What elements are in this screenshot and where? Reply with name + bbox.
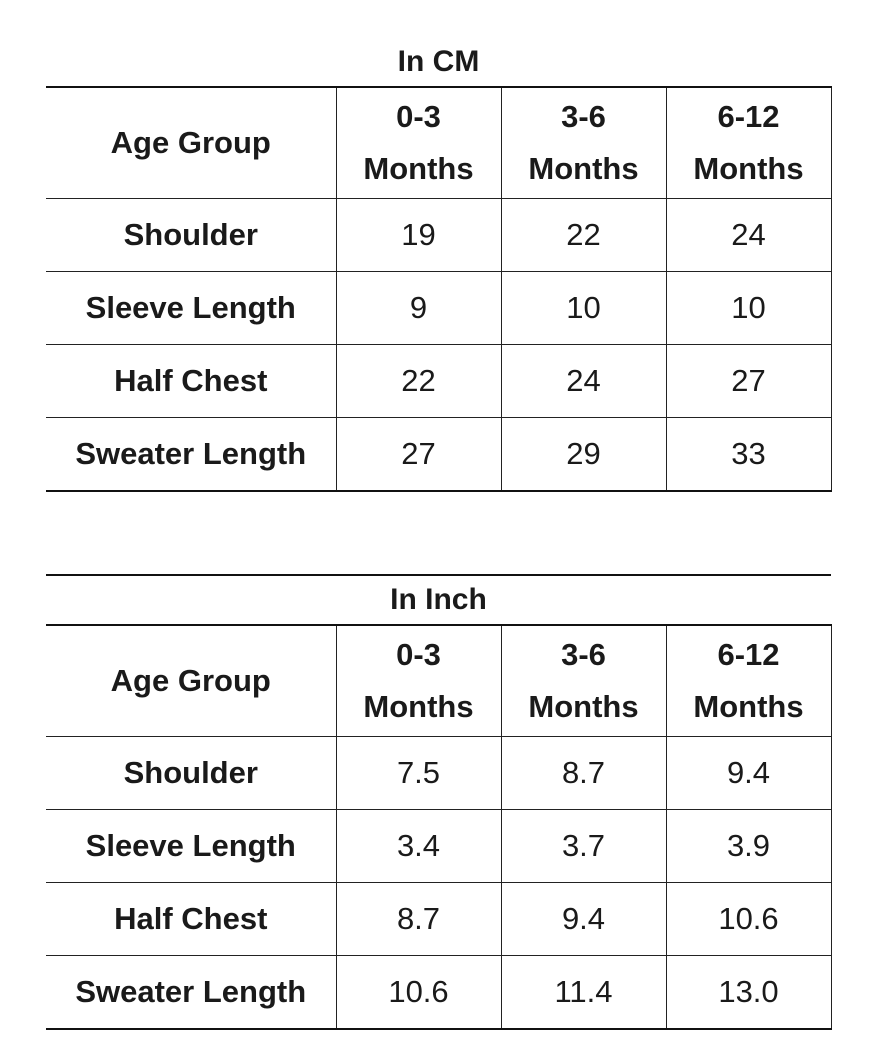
table-cell: 24: [500, 344, 666, 418]
column-header-unit: Months: [693, 151, 804, 186]
age-group-header: Age Group: [46, 624, 336, 737]
row-label: Sleeve Length: [46, 809, 336, 883]
column-header-unit: Months: [363, 689, 474, 724]
table-row-half-chest: Half Chest 22 24 27: [46, 344, 832, 418]
column-header-range: 3-6: [561, 637, 606, 672]
table-cell: 10: [665, 271, 832, 345]
table-row-sweater-length: Sweater Length 10.6 11.4 13.0: [46, 955, 832, 1030]
table-cell: 11.4: [500, 955, 666, 1030]
table-cell: 24: [665, 198, 832, 272]
row-label: Shoulder: [46, 198, 336, 272]
column-header-6-12: 6-12 Months: [665, 624, 832, 737]
table-cell: 13.0: [665, 955, 832, 1030]
size-table-inch: In Inch Age Group 0-3 Months 3-6 Months …: [46, 574, 832, 1030]
table-cell: 29: [500, 417, 666, 492]
header-row: Age Group 0-3 Months 3-6 Months 6-12 Mon…: [46, 86, 832, 199]
table-cell: 3.9: [665, 809, 832, 883]
column-header-unit: Months: [528, 151, 639, 186]
column-header-3-6: 3-6 Months: [500, 624, 666, 737]
table-cell: 7.5: [335, 736, 501, 810]
table-cell: 3.7: [500, 809, 666, 883]
size-table-cm: In CM Age Group 0-3 Months 3-6 Months 6-…: [46, 38, 832, 492]
column-header-0-3: 0-3 Months: [335, 624, 501, 737]
column-header-unit: Months: [693, 689, 804, 724]
row-label: Sleeve Length: [46, 271, 336, 345]
column-header-0-3: 0-3 Months: [335, 86, 501, 199]
table-cell: 9.4: [665, 736, 832, 810]
table-title-row: In Inch: [46, 574, 831, 626]
column-header-6-12: 6-12 Months: [665, 86, 832, 199]
row-label: Half Chest: [46, 344, 336, 418]
column-header-range: 0-3: [396, 637, 441, 672]
table-cell: 3.4: [335, 809, 501, 883]
table-cell: 10: [500, 271, 666, 345]
row-label: Half Chest: [46, 882, 336, 956]
column-header-unit: Months: [363, 151, 474, 186]
table-row-sweater-length: Sweater Length 27 29 33: [46, 417, 832, 492]
column-header-range: 6-12: [717, 637, 780, 672]
column-header-range: 6-12: [717, 99, 780, 134]
column-header-unit: Months: [528, 689, 639, 724]
age-group-header: Age Group: [46, 86, 336, 199]
table-row-shoulder: Shoulder 7.5 8.7 9.4: [46, 736, 832, 810]
table-cell: 8.7: [500, 736, 666, 810]
column-header-range: 3-6: [561, 99, 606, 134]
table-row-half-chest: Half Chest 8.7 9.4 10.6: [46, 882, 832, 956]
column-header-3-6: 3-6 Months: [500, 86, 666, 199]
header-row: Age Group 0-3 Months 3-6 Months 6-12 Mon…: [46, 624, 832, 737]
column-header-range: 0-3: [396, 99, 441, 134]
table-title-row: In CM: [46, 38, 831, 88]
table-cell: 19: [335, 198, 501, 272]
table-title: In Inch: [46, 574, 831, 626]
table-row-sleeve-length: Sleeve Length 9 10 10: [46, 271, 832, 345]
table-title: In CM: [46, 38, 831, 88]
table-cell: 22: [335, 344, 501, 418]
table-row-sleeve-length: Sleeve Length 3.4 3.7 3.9: [46, 809, 832, 883]
table-cell: 22: [500, 198, 666, 272]
row-label: Sweater Length: [46, 417, 336, 492]
table-cell: 8.7: [335, 882, 501, 956]
table-row-shoulder: Shoulder 19 22 24: [46, 198, 832, 272]
row-label: Sweater Length: [46, 955, 336, 1030]
row-label: Shoulder: [46, 736, 336, 810]
table-cell: 9: [335, 271, 501, 345]
table-cell: 10.6: [665, 882, 832, 956]
table-cell: 9.4: [500, 882, 666, 956]
table-cell: 27: [335, 417, 501, 492]
table-cell: 27: [665, 344, 832, 418]
table-cell: 33: [665, 417, 832, 492]
table-cell: 10.6: [335, 955, 501, 1030]
